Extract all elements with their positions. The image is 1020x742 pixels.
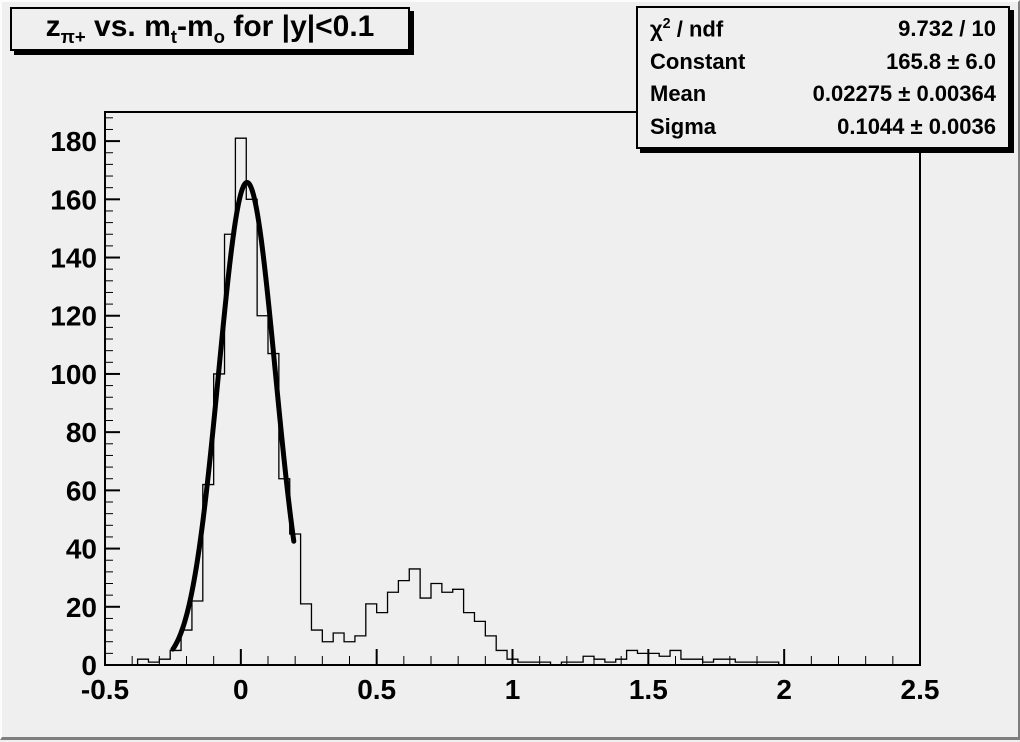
x-axis-tick-label: 2 bbox=[776, 674, 792, 705]
stat-value-mean: 0.02275 ± 0.00364 bbox=[812, 81, 996, 107]
x-axis-tick-label: 1.5 bbox=[629, 674, 668, 705]
plot-title: zπ+ vs. mt-mo for |y|<0.1 bbox=[45, 10, 375, 47]
stat-label-chi2: χ2 / ndf bbox=[650, 16, 724, 42]
x-axis-tick-label: -0.5 bbox=[81, 674, 129, 705]
stat-label-sigma: Sigma bbox=[650, 113, 717, 139]
y-axis-tick-label: 40 bbox=[66, 534, 97, 565]
x-axis-tick-label: 2.5 bbox=[901, 674, 940, 705]
x-axis-tick-label: 0.5 bbox=[357, 674, 396, 705]
plot-title-box: zπ+ vs. mt-mo for |y|<0.1 bbox=[10, 7, 410, 51]
stat-row-chi2: χ2 / ndf 9.732 / 10 bbox=[650, 17, 996, 40]
stat-value-constant: 165.8 ± 6.0 bbox=[886, 48, 996, 74]
y-axis-tick-label: 100 bbox=[50, 359, 97, 390]
x-axis-tick-label: 1 bbox=[505, 674, 521, 705]
stat-value-chi2: 9.732 / 10 bbox=[898, 15, 996, 41]
stat-label-constant: Constant bbox=[650, 48, 746, 74]
y-axis-tick-label: 120 bbox=[50, 301, 97, 332]
stat-row-constant: Constant 165.8 ± 6.0 bbox=[650, 48, 996, 74]
plot-frame bbox=[104, 111, 921, 666]
y-axis-tick-label: 0 bbox=[81, 650, 97, 681]
gaussian-fit-curve bbox=[170, 179, 297, 652]
y-axis-tick-label: 140 bbox=[50, 243, 97, 274]
x-axis-tick-label: 0 bbox=[233, 674, 249, 705]
y-axis-tick-label: 160 bbox=[50, 184, 97, 215]
stat-label-mean: Mean bbox=[650, 81, 707, 107]
y-axis-tick-label: 20 bbox=[66, 592, 97, 623]
stat-row-sigma: Sigma 0.1044 ± 0.0036 bbox=[650, 113, 996, 139]
y-axis-tick-label: 60 bbox=[66, 475, 97, 506]
fit-stats-box: χ2 / ndf 9.732 / 10 Constant 165.8 ± 6.0… bbox=[636, 6, 1010, 149]
stat-row-mean: Mean 0.02275 ± 0.00364 bbox=[650, 83, 996, 105]
y-axis-tick-label: 80 bbox=[66, 417, 97, 448]
y-axis-tick-label: 180 bbox=[50, 126, 97, 157]
stat-value-sigma: 0.1044 ± 0.0036 bbox=[837, 113, 996, 139]
